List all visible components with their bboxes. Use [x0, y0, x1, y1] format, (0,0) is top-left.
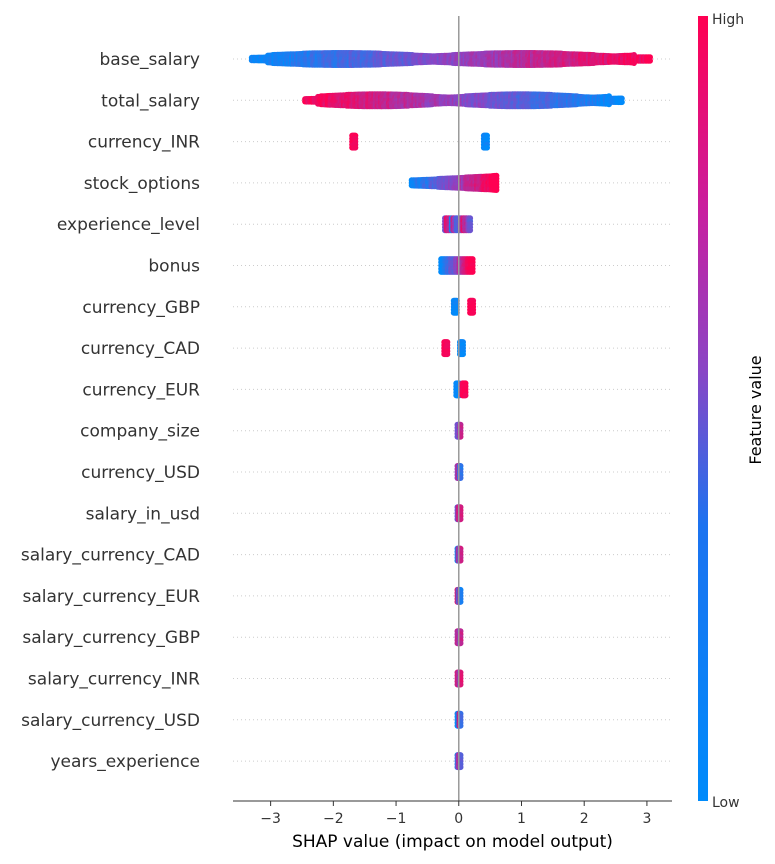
feature-label: company_size	[80, 422, 200, 442]
x-tick-label: 3	[642, 811, 651, 827]
colorbar-title: Feature value	[746, 355, 765, 464]
feature-label: salary_currency_INR	[28, 670, 200, 690]
feature-label: currency_CAD	[81, 339, 200, 359]
feature-label: base_salary	[100, 50, 201, 70]
shap-point	[470, 309, 477, 316]
shap-point	[484, 144, 490, 151]
x-axis: −3 −2 −1 0 1 2 3	[233, 800, 672, 827]
x-tick-label: 2	[580, 811, 589, 827]
feature-label: total_salary	[101, 91, 200, 111]
feature-label: bonus	[148, 257, 200, 277]
shap-point	[469, 268, 476, 275]
shap-point	[493, 187, 500, 193]
colorbar-low-label: Low	[712, 795, 740, 811]
feature-label: experience_level	[57, 215, 200, 235]
shap-points	[248, 50, 653, 771]
feature-label: currency_GBP	[82, 298, 200, 318]
feature-label: currency_EUR	[82, 380, 200, 400]
shap-point	[460, 351, 466, 358]
feature-label: salary_currency_GBP	[22, 628, 200, 648]
feature-labels: base_salary total_salary currency_INRstock…	[21, 50, 200, 772]
x-tick-label: −3	[260, 811, 281, 827]
shap-point	[618, 99, 625, 106]
feature-label: stock_options	[84, 174, 200, 194]
colorbar: High Low Feature value	[698, 12, 765, 811]
shap-point	[467, 227, 474, 234]
feature-label: currency_INR	[88, 133, 200, 153]
x-axis-title: SHAP value (impact on model output)	[292, 832, 613, 852]
feature-label: salary_currency_CAD	[21, 546, 200, 566]
colorbar-high-label: High	[712, 12, 744, 28]
x-tick-label: 1	[517, 811, 526, 827]
feature-label: salary_in_usd	[86, 504, 200, 524]
x-tick-label: −1	[386, 811, 407, 827]
feature-label: currency_USD	[81, 463, 200, 483]
shap-point	[462, 392, 469, 399]
feature-label: salary_currency_EUR	[22, 587, 200, 607]
feature-guides	[233, 58, 672, 762]
feature-label: years_experience	[50, 752, 200, 772]
colorbar-gradient	[698, 16, 708, 801]
shap-point	[444, 351, 451, 358]
x-tick-label: 0	[454, 811, 463, 827]
feature-label: salary_currency_USD	[21, 711, 200, 731]
shap-point	[352, 144, 359, 151]
x-tick-label: −2	[323, 811, 344, 827]
shap-point	[647, 57, 653, 64]
